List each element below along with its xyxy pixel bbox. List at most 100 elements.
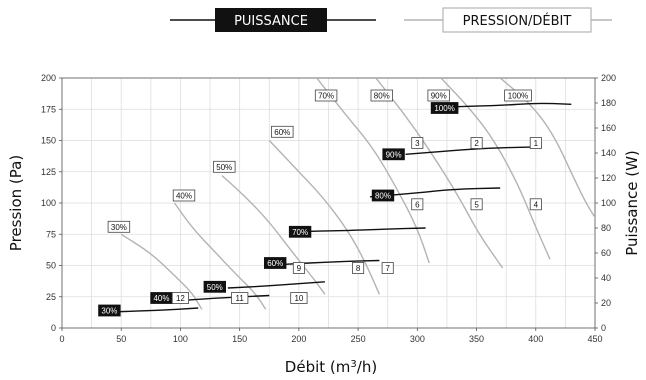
power-label-box [288, 225, 312, 238]
operating-point-label: 8 [356, 264, 361, 273]
y-left-tick-label: 0 [51, 323, 56, 333]
x-tick-label: 50 [116, 334, 126, 344]
power-curves [115, 102, 572, 313]
power-curve-80pct [369, 187, 501, 198]
pressure-curve-30pct [120, 233, 203, 310]
y-left-tick-label: 200 [41, 73, 56, 83]
y-right-tick-label: 60 [601, 248, 611, 258]
curve-labels: 30% 40% 50% 60% 70% 80% 90% 100% 30% 40% 50% 60% 70%… [98, 89, 542, 317]
x-tick-label: 350 [469, 334, 484, 344]
y-left-tick-label: 125 [41, 167, 56, 177]
y-axis-left-ticks: 0 25 50 75 100 125 150 175 200 [41, 73, 62, 333]
y-right-tick-label: 100 [601, 198, 616, 208]
pressure-curve-40pct [173, 202, 267, 310]
y-right-tick-label: 120 [601, 173, 616, 183]
y-right-tick-label: 0 [601, 323, 606, 333]
pressure-curve-50pct [221, 174, 326, 295]
legend: PUISSANCE PRESSION/DÉBIT [170, 7, 612, 33]
operating-point-label: 11 [236, 294, 245, 303]
x-tick-label: 450 [587, 334, 602, 344]
operating-point-label: 6 [415, 200, 420, 209]
pressure-label: 80% [374, 92, 390, 101]
pressure-label-box [107, 220, 131, 233]
operating-point-label-box [292, 262, 305, 274]
y-right-tick-label: 180 [601, 98, 616, 108]
pressure-curve-80pct [375, 78, 504, 269]
operating-point-label-box [470, 198, 483, 211]
pressure-label: 70% [318, 92, 334, 101]
legend-pressure-label: PRESSION/DÉBIT [463, 13, 572, 29]
pressure-label-box [427, 89, 450, 102]
pressure-label: 30% [111, 223, 127, 232]
x-tick-label: 200 [291, 334, 306, 344]
legend-power-box [215, 8, 327, 32]
operating-point-label: 3 [415, 139, 420, 148]
power-label: 100% [434, 104, 454, 113]
power-label: 60% [267, 259, 283, 268]
y-right-tick-label: 20 [601, 298, 611, 308]
operating-point-label-box [290, 292, 308, 304]
operating-point-label: 10 [294, 294, 303, 303]
pressure-label-box [213, 160, 236, 173]
operating-point-label-box [171, 292, 189, 304]
power-curve-90pct [405, 146, 542, 155]
pressure-label: 40% [176, 192, 192, 201]
power-label: 30% [101, 307, 117, 316]
x-tick-label: 0 [59, 334, 64, 344]
y-right-tick-label: 80 [601, 223, 611, 233]
y-left-tick-label: 75 [46, 229, 56, 239]
operating-point-label: 1 [534, 139, 539, 148]
y-axis-right-title: Puissance (W) [623, 150, 641, 256]
y-left-tick-label: 150 [41, 136, 56, 146]
pressure-label-box [370, 89, 394, 102]
power-label-box [203, 280, 227, 293]
y-left-tick-label: 175 [41, 104, 56, 114]
y-axis-right-ticks: 0 20 40 60 80 100 120 140 160 180 200 [595, 73, 616, 333]
operating-point-label: 7 [385, 264, 390, 273]
operating-point-label-box [411, 198, 424, 211]
operating-point-label-box [470, 137, 483, 149]
x-tick-label: 300 [410, 334, 425, 344]
legend-pressure-box [442, 7, 592, 33]
operating-point-label-box [529, 137, 542, 149]
operating-point-label-box [231, 292, 249, 304]
power-label-box [98, 304, 121, 317]
pressure-curve-60pct [268, 140, 381, 295]
x-tick-label: 250 [351, 334, 366, 344]
power-label-box [430, 102, 459, 114]
operating-point-label: 5 [474, 200, 479, 209]
pressure-label: 100% [508, 92, 528, 101]
operating-point-label: 4 [534, 200, 539, 209]
x-tick-label: 100 [173, 334, 188, 344]
operating-point-label-box [411, 137, 424, 149]
y-right-tick-label: 160 [601, 123, 616, 133]
x-tick-label: 150 [232, 334, 247, 344]
operating-point-label: 9 [297, 264, 302, 273]
power-curve-50pct [227, 281, 325, 289]
pressure-label: 90% [431, 92, 447, 101]
power-label: 40% [153, 294, 169, 303]
legend-power-label: PUISSANCE [234, 14, 308, 29]
y-right-tick-label: 40 [601, 273, 611, 283]
pressure-label-box [271, 125, 294, 138]
pressure-label: 50% [216, 163, 232, 172]
x-axis-ticks: 0 50 100 150 200 250 300 350 400 450 [59, 328, 603, 344]
pressure-curves [120, 78, 595, 310]
grid [61, 77, 596, 329]
y-left-tick-label: 25 [46, 292, 56, 302]
power-curve-60pct [284, 259, 380, 265]
power-label: 90% [386, 150, 402, 159]
operating-point-label-box [381, 262, 394, 274]
power-curve-30pct [115, 307, 199, 313]
pressure-label-box [314, 89, 338, 102]
pressure-label-box [504, 89, 532, 102]
pressure-label-box [172, 189, 196, 202]
x-axis-title: Débit (m3/h) [285, 358, 377, 376]
power-label-box [382, 148, 405, 161]
pressure-curve-70pct [316, 78, 430, 264]
pressure-curve-100pct [499, 78, 595, 219]
pressure-label: 60% [274, 128, 290, 137]
power-label: 70% [292, 228, 308, 237]
operating-point-label: 2 [474, 139, 479, 148]
